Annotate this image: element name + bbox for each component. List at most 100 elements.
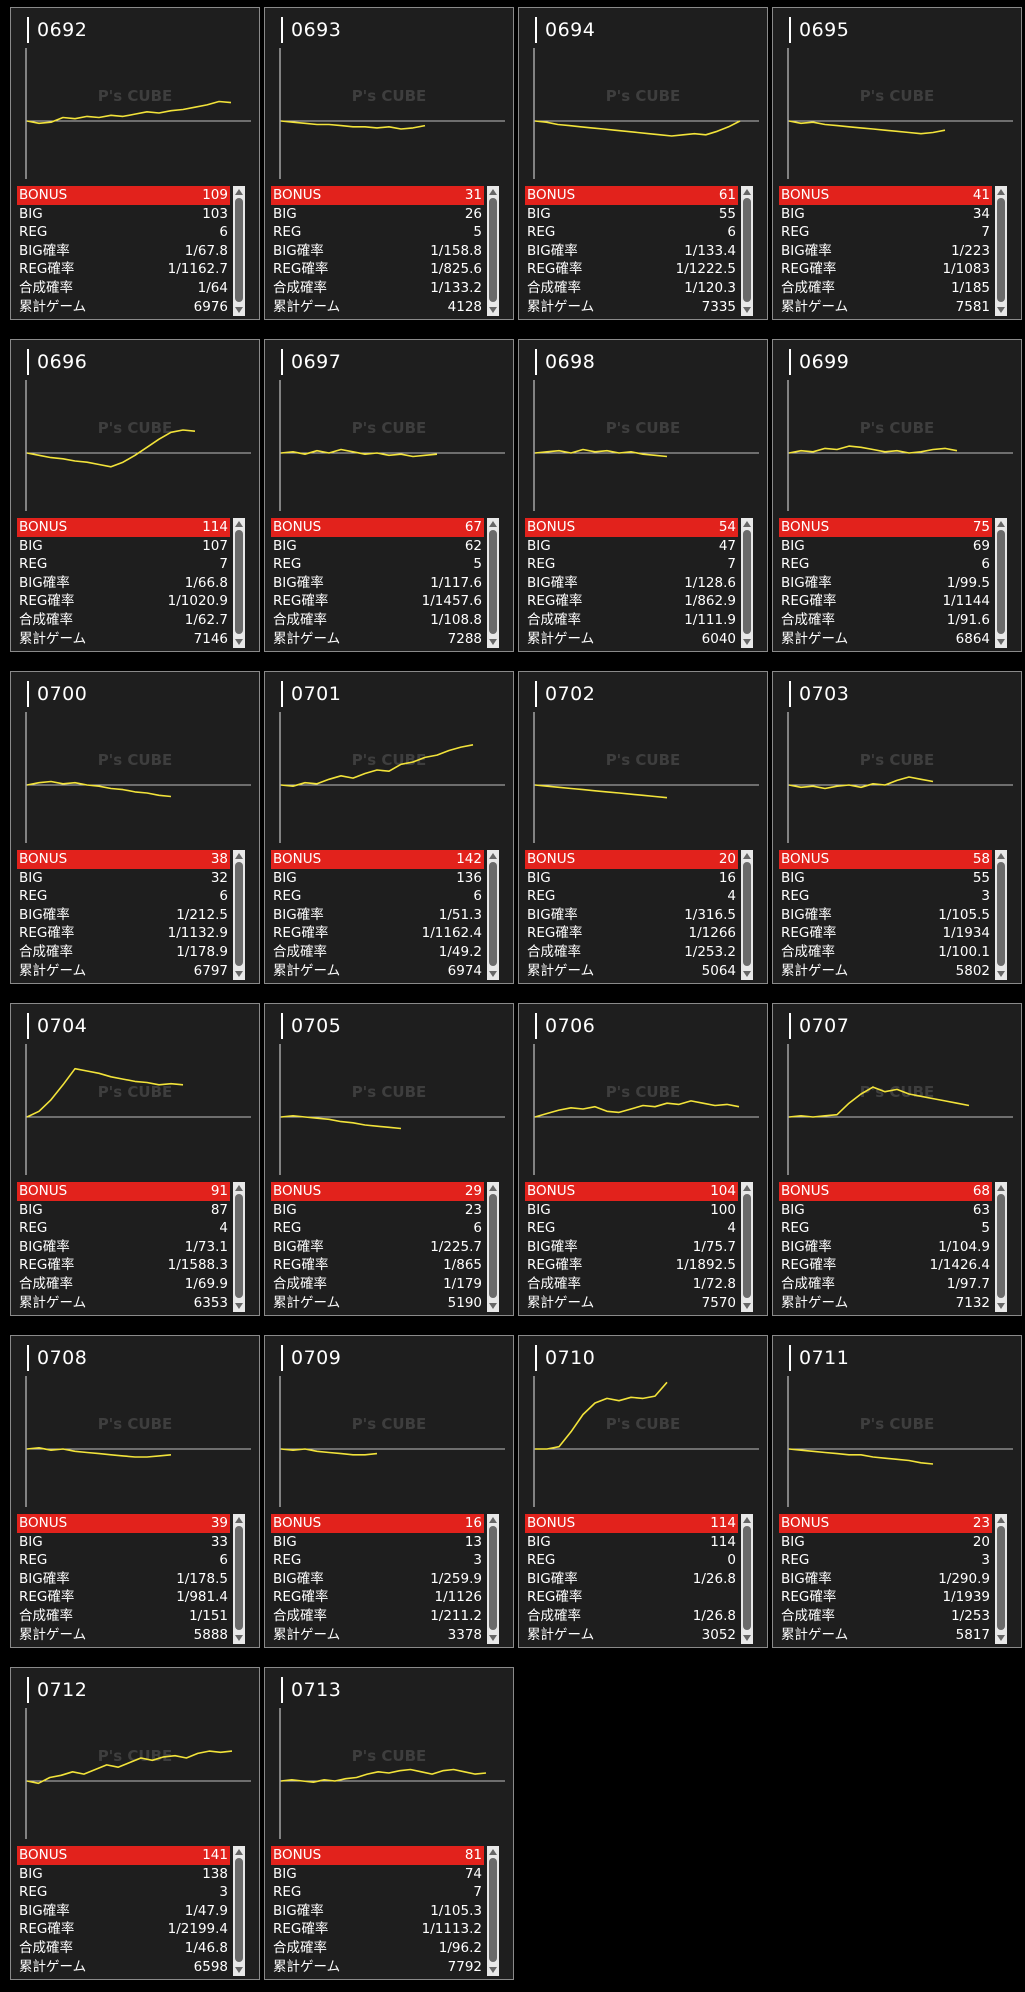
stats-scrollbar[interactable] [741,518,753,648]
scroll-down-arrow-icon[interactable] [489,307,497,313]
scroll-up-arrow-icon[interactable] [235,189,243,195]
scrollbar-thumb[interactable] [743,1526,751,1630]
scroll-down-arrow-icon[interactable] [235,639,243,645]
stats-scrollbar[interactable] [741,1514,753,1644]
machine-card-0702[interactable]: 0702 P's CUBE BONUS 20 BIG 16 REG 4 BIG確… [518,671,768,984]
machine-card-0698[interactable]: 0698 P's CUBE BONUS 54 BIG 47 REG 7 BIG確… [518,339,768,652]
machine-card-0692[interactable]: 0692 P's CUBE BONUS 109 BIG 103 REG 6 BI… [10,7,260,320]
scrollbar-thumb[interactable] [235,1526,243,1630]
machine-card-0705[interactable]: 0705 P's CUBE BONUS 29 BIG 23 REG 6 BIG確… [264,1003,514,1316]
scroll-up-arrow-icon[interactable] [489,1517,497,1523]
scrollbar-thumb[interactable] [489,1194,497,1298]
scroll-down-arrow-icon[interactable] [489,1967,497,1973]
scroll-up-arrow-icon[interactable] [489,853,497,859]
scrollbar-thumb[interactable] [997,1526,1005,1630]
scroll-down-arrow-icon[interactable] [235,1303,243,1309]
scrollbar-thumb[interactable] [489,198,497,302]
scroll-down-arrow-icon[interactable] [997,639,1005,645]
stats-scrollbar[interactable] [741,1182,753,1312]
scrollbar-thumb[interactable] [235,198,243,302]
scroll-up-arrow-icon[interactable] [743,853,751,859]
scrollbar-thumb[interactable] [489,530,497,634]
scrollbar-thumb[interactable] [743,530,751,634]
machine-card-0704[interactable]: 0704 P's CUBE BONUS 91 BIG 87 REG 4 BIG確… [10,1003,260,1316]
scroll-up-arrow-icon[interactable] [235,1849,243,1855]
scrollbar-thumb[interactable] [235,1194,243,1298]
scrollbar-thumb[interactable] [743,862,751,966]
machine-card-0706[interactable]: 0706 P's CUBE BONUS 104 BIG 100 REG 4 BI… [518,1003,768,1316]
scroll-down-arrow-icon[interactable] [489,639,497,645]
stats-scrollbar[interactable] [233,1846,245,1976]
scroll-down-arrow-icon[interactable] [235,307,243,313]
scrollbar-thumb[interactable] [997,198,1005,302]
stats-scrollbar[interactable] [995,1514,1007,1644]
scroll-down-arrow-icon[interactable] [489,971,497,977]
scroll-down-arrow-icon[interactable] [997,307,1005,313]
stats-scrollbar[interactable] [487,186,499,316]
scrollbar-thumb[interactable] [743,1194,751,1298]
scroll-up-arrow-icon[interactable] [235,1185,243,1191]
machine-card-0713[interactable]: 0713 P's CUBE BONUS 81 BIG 74 REG 7 BIG確… [264,1667,514,1980]
scroll-up-arrow-icon[interactable] [743,1517,751,1523]
scroll-down-arrow-icon[interactable] [489,1635,497,1641]
machine-card-0709[interactable]: 0709 P's CUBE BONUS 16 BIG 13 REG 3 BIG確… [264,1335,514,1648]
machine-card-0700[interactable]: 0700 P's CUBE BONUS 38 BIG 32 REG 6 BIG確… [10,671,260,984]
scroll-up-arrow-icon[interactable] [997,189,1005,195]
machine-card-0712[interactable]: 0712 P's CUBE BONUS 141 BIG 138 REG 3 BI… [10,1667,260,1980]
scroll-up-arrow-icon[interactable] [997,1517,1005,1523]
machine-card-0703[interactable]: 0703 P's CUBE BONUS 58 BIG 55 REG 3 BIG確… [772,671,1022,984]
scroll-up-arrow-icon[interactable] [743,521,751,527]
scrollbar-thumb[interactable] [743,198,751,302]
scroll-down-arrow-icon[interactable] [997,1303,1005,1309]
stats-scrollbar[interactable] [487,850,499,980]
machine-card-0708[interactable]: 0708 P's CUBE BONUS 39 BIG 33 REG 6 BIG確… [10,1335,260,1648]
scroll-up-arrow-icon[interactable] [997,853,1005,859]
scrollbar-thumb[interactable] [997,862,1005,966]
stats-scrollbar[interactable] [233,1182,245,1312]
scrollbar-thumb[interactable] [489,862,497,966]
stats-scrollbar[interactable] [233,1514,245,1644]
stats-scrollbar[interactable] [233,518,245,648]
stats-scrollbar[interactable] [741,186,753,316]
machine-card-0694[interactable]: 0694 P's CUBE BONUS 61 BIG 55 REG 6 BIG確… [518,7,768,320]
scroll-down-arrow-icon[interactable] [743,971,751,977]
scroll-up-arrow-icon[interactable] [743,189,751,195]
scroll-up-arrow-icon[interactable] [489,1849,497,1855]
scroll-down-arrow-icon[interactable] [743,1635,751,1641]
stats-scrollbar[interactable] [995,518,1007,648]
scrollbar-thumb[interactable] [235,1858,243,1962]
scroll-down-arrow-icon[interactable] [743,1303,751,1309]
scrollbar-thumb[interactable] [235,530,243,634]
scroll-down-arrow-icon[interactable] [235,1635,243,1641]
scrollbar-thumb[interactable] [489,1858,497,1962]
scroll-down-arrow-icon[interactable] [997,971,1005,977]
machine-card-0699[interactable]: 0699 P's CUBE BONUS 75 BIG 69 REG 6 BIG確… [772,339,1022,652]
machine-card-0701[interactable]: 0701 P's CUBE BONUS 142 BIG 136 REG 6 BI… [264,671,514,984]
scroll-down-arrow-icon[interactable] [235,1967,243,1973]
scroll-up-arrow-icon[interactable] [743,1185,751,1191]
stats-scrollbar[interactable] [995,850,1007,980]
stats-scrollbar[interactable] [995,186,1007,316]
scroll-up-arrow-icon[interactable] [235,521,243,527]
machine-card-0710[interactable]: 0710 P's CUBE BONUS 114 BIG 114 REG 0 BI… [518,1335,768,1648]
scroll-up-arrow-icon[interactable] [489,189,497,195]
scroll-up-arrow-icon[interactable] [235,1517,243,1523]
stats-scrollbar[interactable] [487,1846,499,1976]
stats-scrollbar[interactable] [487,1182,499,1312]
stats-scrollbar[interactable] [233,850,245,980]
scroll-down-arrow-icon[interactable] [235,971,243,977]
scroll-down-arrow-icon[interactable] [743,307,751,313]
scroll-up-arrow-icon[interactable] [489,1185,497,1191]
machine-card-0707[interactable]: 0707 P's CUBE BONUS 68 BIG 63 REG 5 BIG確… [772,1003,1022,1316]
stats-scrollbar[interactable] [233,186,245,316]
stats-scrollbar[interactable] [487,518,499,648]
scrollbar-thumb[interactable] [235,862,243,966]
machine-card-0696[interactable]: 0696 P's CUBE BONUS 114 BIG 107 REG 7 BI… [10,339,260,652]
scrollbar-thumb[interactable] [997,1194,1005,1298]
scroll-up-arrow-icon[interactable] [997,1185,1005,1191]
stats-scrollbar[interactable] [487,1514,499,1644]
scroll-down-arrow-icon[interactable] [743,639,751,645]
scroll-up-arrow-icon[interactable] [997,521,1005,527]
scroll-up-arrow-icon[interactable] [235,853,243,859]
machine-card-0693[interactable]: 0693 P's CUBE BONUS 31 BIG 26 REG 5 BIG確… [264,7,514,320]
